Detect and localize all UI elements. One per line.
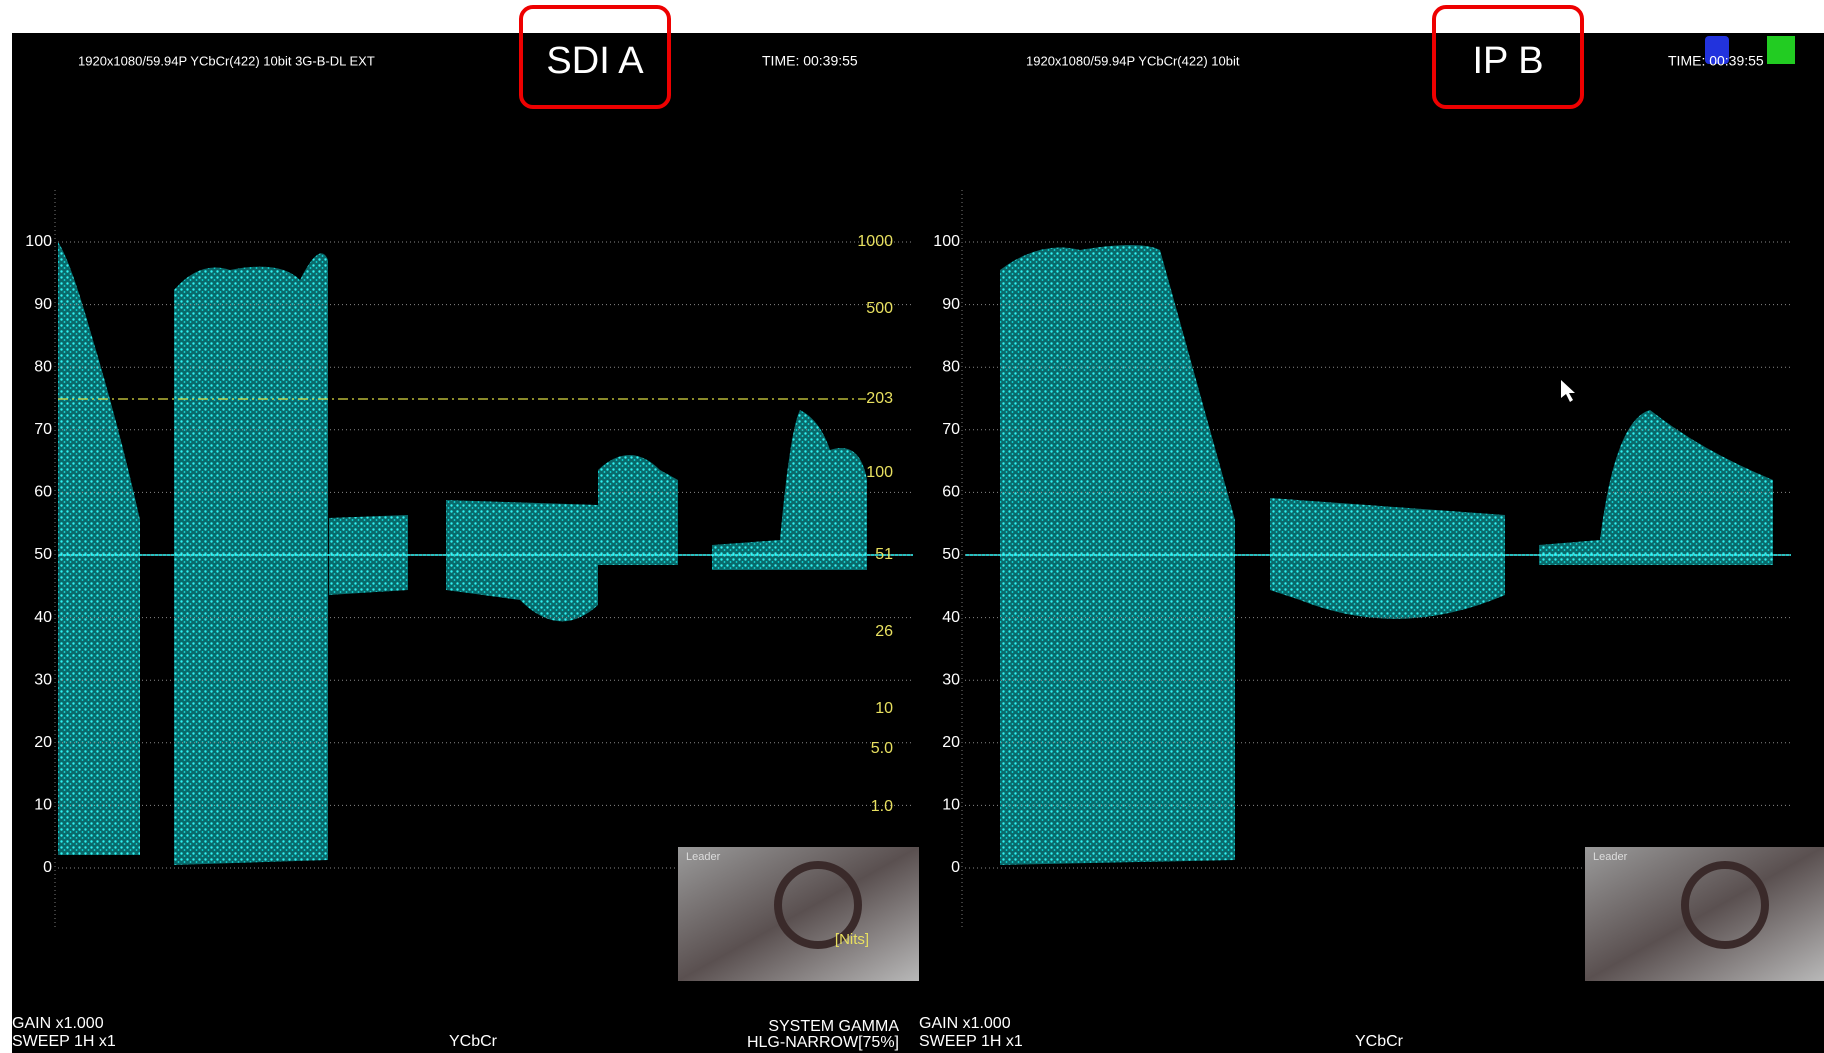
usb-icon [1767, 36, 1795, 64]
nits-label: 100 [866, 464, 893, 481]
scale-label: 100 [25, 233, 52, 250]
nits-label: 1.0 [871, 798, 893, 815]
nits-label: 51 [875, 546, 893, 563]
scale-label: 50 [942, 546, 960, 563]
scale-label: 90 [942, 296, 960, 313]
scale-label: 90 [34, 296, 52, 313]
waveform-monitor: 1920x1080/59.94P YCbCr(422) 10bit 3G-B-D… [0, 0, 1824, 1053]
scale-label: 60 [34, 484, 52, 501]
scale-label: 30 [34, 671, 52, 688]
scale-label: 30 [942, 671, 960, 688]
scale-label: 100 [933, 233, 960, 250]
time: TIME: 00:39:55 [762, 53, 858, 69]
scale-label: 0 [43, 859, 52, 876]
gain: GAIN x1.000 [12, 1015, 104, 1032]
scale-label: 80 [34, 358, 52, 375]
nits-label: 26 [875, 623, 893, 640]
thumbnail-label: Leader [686, 851, 721, 863]
scale-label: 40 [942, 609, 960, 626]
mode: YCbCr [449, 1033, 498, 1050]
sweep: SWEEP 1H x1 [12, 1033, 116, 1050]
gamma-mode: HLG-NARROW[75%] [747, 1034, 899, 1051]
gain: GAIN x1.000 [919, 1015, 1011, 1032]
scale-label: 40 [34, 609, 52, 626]
format: 1920x1080/59.94P YCbCr(422) 10bit [1026, 53, 1240, 68]
system-gamma: SYSTEM GAMMA [768, 1018, 899, 1035]
scale-label: 70 [34, 421, 52, 438]
scale-label: 10 [34, 797, 52, 814]
scale-label: 20 [34, 734, 52, 751]
nits-label: 10 [875, 700, 893, 717]
nits-label: 1000 [857, 233, 893, 250]
scale-label: 20 [942, 734, 960, 751]
sweep: SWEEP 1H x1 [919, 1033, 1023, 1050]
nits-label: 5.0 [871, 740, 893, 757]
input-label: SDI A [546, 40, 644, 82]
scale-label: 70 [942, 421, 960, 438]
input-label: IP B [1472, 40, 1543, 82]
scale-label: 80 [942, 358, 960, 375]
scale-label: 60 [942, 484, 960, 501]
nits-unit: [Nits] [835, 931, 869, 948]
scale-label: 10 [942, 797, 960, 814]
time: TIME: 00:39:55 [1668, 53, 1764, 69]
nits-label: 203 [866, 390, 893, 407]
format: 1920x1080/59.94P YCbCr(422) 10bit 3G-B-D… [78, 53, 375, 68]
mode: YCbCr [1355, 1033, 1404, 1050]
scale-label: 50 [34, 546, 52, 563]
scale-label: 0 [951, 859, 960, 876]
page: 1920x1080/59.94P YCbCr(422) 10bit 3G-B-D… [0, 0, 1824, 1053]
nits-label: 500 [866, 300, 893, 317]
thumbnail-label: Leader [1593, 851, 1628, 863]
